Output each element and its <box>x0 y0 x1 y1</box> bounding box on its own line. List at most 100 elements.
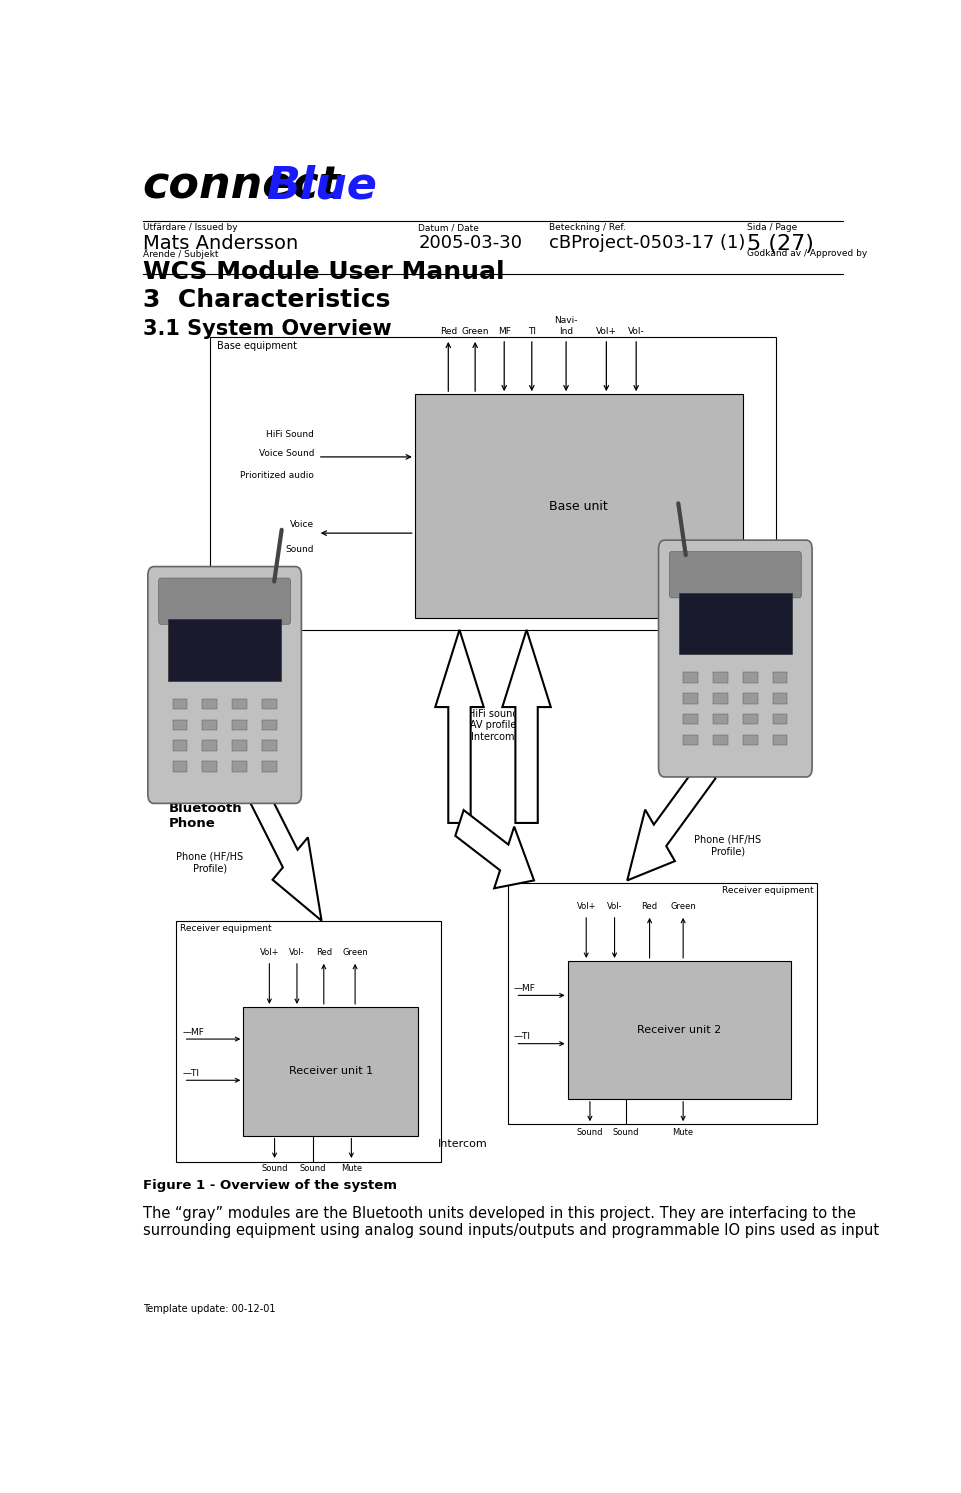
Bar <box>172 741 187 751</box>
Text: Prioritized audio: Prioritized audio <box>240 470 313 479</box>
Text: Voice: Voice <box>289 520 313 529</box>
Text: TI: TI <box>528 327 535 336</box>
Text: Blue: Blue <box>265 164 376 208</box>
Bar <box>232 699 247 709</box>
Bar <box>414 394 742 618</box>
Text: Intercom: Intercom <box>438 1139 487 1150</box>
Bar <box>209 336 776 630</box>
Text: Phone (HF/HS
Profile): Phone (HF/HS Profile) <box>176 851 243 873</box>
Text: Ärende / Subjekt: Ärende / Subjekt <box>142 249 218 260</box>
Text: cBProject-0503-17 (1): cBProject-0503-17 (1) <box>549 234 745 252</box>
FancyBboxPatch shape <box>669 551 801 597</box>
Polygon shape <box>434 630 483 823</box>
Bar <box>682 714 698 724</box>
Bar <box>172 699 187 709</box>
Text: Sound: Sound <box>261 1165 287 1173</box>
Text: Red: Red <box>439 327 456 336</box>
Text: Red: Red <box>641 902 657 911</box>
Text: Phone (HF/HS
Profile): Phone (HF/HS Profile) <box>694 835 761 855</box>
Text: The “gray” modules are the Bluetooth units developed in this project. They are i: The “gray” modules are the Bluetooth uni… <box>142 1206 854 1221</box>
Bar <box>678 593 791 654</box>
Bar <box>682 735 698 745</box>
Text: Receiver unit 2: Receiver unit 2 <box>636 1024 721 1035</box>
Text: Vol+: Vol+ <box>595 327 616 336</box>
Bar <box>261 761 277 772</box>
Text: Template update: 00-12-01: Template update: 00-12-01 <box>142 1303 275 1314</box>
Text: —TI: —TI <box>513 1032 530 1042</box>
Bar <box>742 693 757 703</box>
Text: 5 (27): 5 (27) <box>746 234 813 254</box>
Bar <box>261 720 277 730</box>
Bar <box>712 672 727 682</box>
Bar <box>232 720 247 730</box>
Text: Figure 1 - Overview of the system: Figure 1 - Overview of the system <box>142 1179 396 1193</box>
Bar <box>232 741 247 751</box>
Text: Sound: Sound <box>576 1127 603 1136</box>
Text: Receiver equipment: Receiver equipment <box>722 887 813 896</box>
Polygon shape <box>502 630 551 823</box>
Text: Navi-
Ind: Navi- Ind <box>554 317 578 336</box>
Bar <box>712 693 727 703</box>
Text: Sound: Sound <box>285 545 313 554</box>
Bar <box>742 672 757 682</box>
Bar <box>172 761 187 772</box>
Text: Vol-: Vol- <box>606 902 622 911</box>
Bar <box>742 714 757 724</box>
Text: 3.1 System Overview: 3.1 System Overview <box>142 320 391 339</box>
Bar <box>202 761 217 772</box>
Bar <box>261 741 277 751</box>
Text: Datum / Date: Datum / Date <box>418 224 479 233</box>
Bar <box>202 741 217 751</box>
Bar <box>168 620 281 681</box>
Polygon shape <box>235 757 321 921</box>
Bar <box>772 672 786 682</box>
Bar <box>772 693 786 703</box>
Text: HiFi Sound: HiFi Sound <box>266 430 313 439</box>
Text: surrounding equipment using analog sound inputs/outputs and programmable IO pins: surrounding equipment using analog sound… <box>142 1223 877 1238</box>
Text: Vol-: Vol- <box>628 327 644 336</box>
Text: Green: Green <box>461 327 488 336</box>
FancyBboxPatch shape <box>148 566 301 803</box>
Text: WCS Module User Manual: WCS Module User Manual <box>142 260 504 284</box>
Bar <box>507 882 817 1124</box>
Text: Godkänd av / Approved by: Godkänd av / Approved by <box>746 249 866 258</box>
Text: Mats Andersson: Mats Andersson <box>142 234 298 254</box>
Bar <box>772 735 786 745</box>
Text: MF: MF <box>497 327 510 336</box>
Text: Vol+: Vol+ <box>259 948 279 957</box>
Text: Vol-: Vol- <box>289 948 305 957</box>
Text: Voice Sound: Voice Sound <box>259 449 313 458</box>
Text: Beteckning / Ref.: Beteckning / Ref. <box>549 224 626 233</box>
Text: Vol+: Vol+ <box>576 902 596 911</box>
Text: Bluetooth
Phone: Bluetooth Phone <box>168 802 242 830</box>
Text: Sound: Sound <box>612 1127 638 1136</box>
Text: 3  Characteristics: 3 Characteristics <box>142 288 389 312</box>
Bar <box>176 921 440 1162</box>
Bar <box>712 735 727 745</box>
Bar <box>202 720 217 730</box>
Bar <box>261 699 277 709</box>
Text: Base equipment: Base equipment <box>217 342 297 351</box>
Bar <box>243 1006 418 1136</box>
Text: Bluetooth
Phone: Bluetooth Phone <box>686 702 760 730</box>
Text: connect: connect <box>142 164 340 208</box>
Text: Sida / Page: Sida / Page <box>746 224 796 233</box>
Bar <box>772 714 786 724</box>
Text: —MF: —MF <box>182 1027 204 1036</box>
Polygon shape <box>455 811 533 888</box>
FancyBboxPatch shape <box>658 540 811 776</box>
Bar <box>172 720 187 730</box>
Text: Receiver equipment: Receiver equipment <box>180 924 271 933</box>
Text: Mute: Mute <box>672 1127 693 1136</box>
Text: HiFi sound
(AV profile)
Intercom: HiFi sound (AV profile) Intercom <box>465 709 520 742</box>
Text: Red: Red <box>315 948 332 957</box>
Polygon shape <box>627 757 715 881</box>
Bar <box>742 735 757 745</box>
Text: Green: Green <box>670 902 696 911</box>
Bar <box>682 672 698 682</box>
Text: Mute: Mute <box>340 1165 361 1173</box>
Text: Green: Green <box>342 948 368 957</box>
Text: Sound: Sound <box>299 1165 326 1173</box>
Bar <box>712 714 727 724</box>
FancyBboxPatch shape <box>159 578 290 624</box>
